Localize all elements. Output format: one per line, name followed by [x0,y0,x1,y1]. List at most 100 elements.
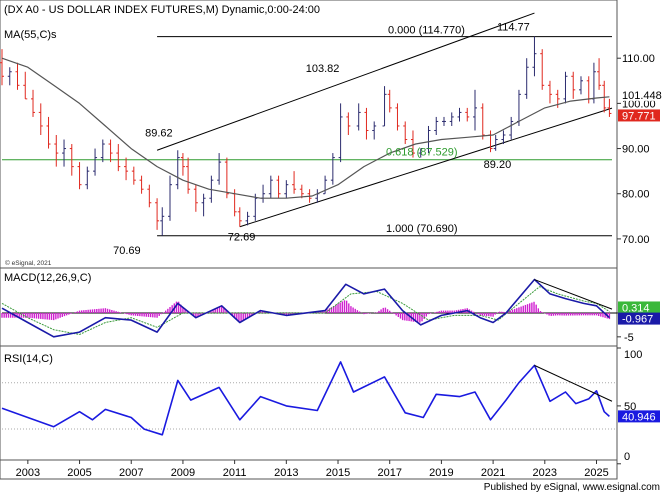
candle [268,175,273,199]
candle [382,86,387,127]
candle [175,150,180,190]
candle [186,157,191,194]
macd-title: MACD(12,26,9,C) [4,272,91,284]
fib-1000-label: 1.000 (70.690) [386,223,458,235]
x-axis-tick-label: 2007 [119,467,143,479]
candle [38,103,43,135]
chart-title: (DX A0 - US DOLLAR INDEX FUTURES,M) Dyna… [4,4,320,16]
x-axis-tick-label: 2015 [326,467,350,479]
price-y-tick-label: 90.00 [622,144,650,156]
candle [168,175,173,221]
candle [160,207,165,236]
macd-panel-frame [0,267,618,347]
candle [501,130,506,145]
x-axis-tick-label: 2009 [171,467,195,479]
candle [108,139,113,163]
candle [364,107,369,140]
ma-55-line [1,57,610,199]
candle [131,166,136,185]
macd-y-tick-label: -5 [624,332,634,344]
candle [31,89,36,117]
ma-value-box [618,88,660,101]
candle [139,175,144,194]
annotation-72-69: 72.69 [228,232,256,244]
price-panel-frame [0,0,618,269]
rsi-panel-frame [0,345,618,461]
channel-lower-line [239,107,613,228]
candle [253,193,258,221]
annotation-low-70-69: 70.69 [113,245,141,257]
candle [116,144,121,172]
candle [410,130,415,158]
candle [276,175,281,199]
price-y-tick-label: 70.00 [622,234,650,246]
candle [473,89,478,131]
candle [426,125,431,154]
x-axis-tick-label: 2013 [274,467,298,479]
x-axis-tick-label: 2019 [429,467,453,479]
candle [15,62,20,90]
candle [54,135,59,167]
axes: 70.0080.0090.00100.00110.000-51005002003… [16,53,656,479]
macd-signal-value-box [618,301,660,314]
macd-line [1,278,610,338]
candle [395,103,400,131]
last-price-box [618,109,660,122]
fib-0-label: 0.000 (114.770) [388,25,465,37]
footer-credit: Published by eSignal, www.esignal.com [484,482,660,493]
candle [330,153,335,185]
rsi-trendline [534,364,613,402]
ma-value-label: 101.448 [622,90,662,102]
price-y-tick-label: 110.00 [622,53,655,65]
candle [147,184,152,208]
candle [62,139,67,167]
x-axis-tick-label: 2003 [16,467,40,479]
candle [346,112,351,135]
candle [284,180,289,199]
x-axis-tick-label: 2005 [67,467,91,479]
candle [180,153,185,176]
candle [69,144,74,176]
candle [597,58,602,90]
candle [0,49,4,86]
x-axis-tick-label: 2011 [223,467,247,479]
candle [607,98,612,117]
candle [93,148,98,176]
ma-indicator-label: MA(55,C)s [4,29,57,41]
candle [457,107,462,122]
candle [237,207,242,227]
candle [571,71,576,99]
fib-618-label: 0.618 (87.529) [386,147,458,159]
candle [100,139,105,163]
candle [193,184,198,212]
rsi-value-label: 40.946 [622,411,656,423]
macd-value-box [618,312,660,325]
channel-upper-line [156,12,535,151]
candle [155,198,160,230]
candle [85,166,90,190]
candle [540,49,545,90]
candle [465,107,470,122]
candle [547,80,552,104]
candle [23,71,28,100]
rsi-y-tick-label: 0 [624,451,630,463]
candle [418,148,423,158]
candle [524,58,529,99]
x-axis-tick-label: 2023 [533,467,557,479]
price-y-tick-label: 100.00 [622,98,656,110]
candle [124,157,129,181]
x-axis-frame [0,459,618,480]
candle [46,116,51,149]
annotation-89-20: 89.20 [484,159,512,171]
candle [217,153,222,185]
candle [563,71,568,104]
last-price-label: 97.771 [622,110,656,122]
candle [509,116,514,140]
candle [387,89,392,113]
macd-trendline [534,279,613,310]
price-y-tick-label: 80.00 [622,189,650,201]
candle [292,171,297,194]
rsi-line [1,361,610,436]
